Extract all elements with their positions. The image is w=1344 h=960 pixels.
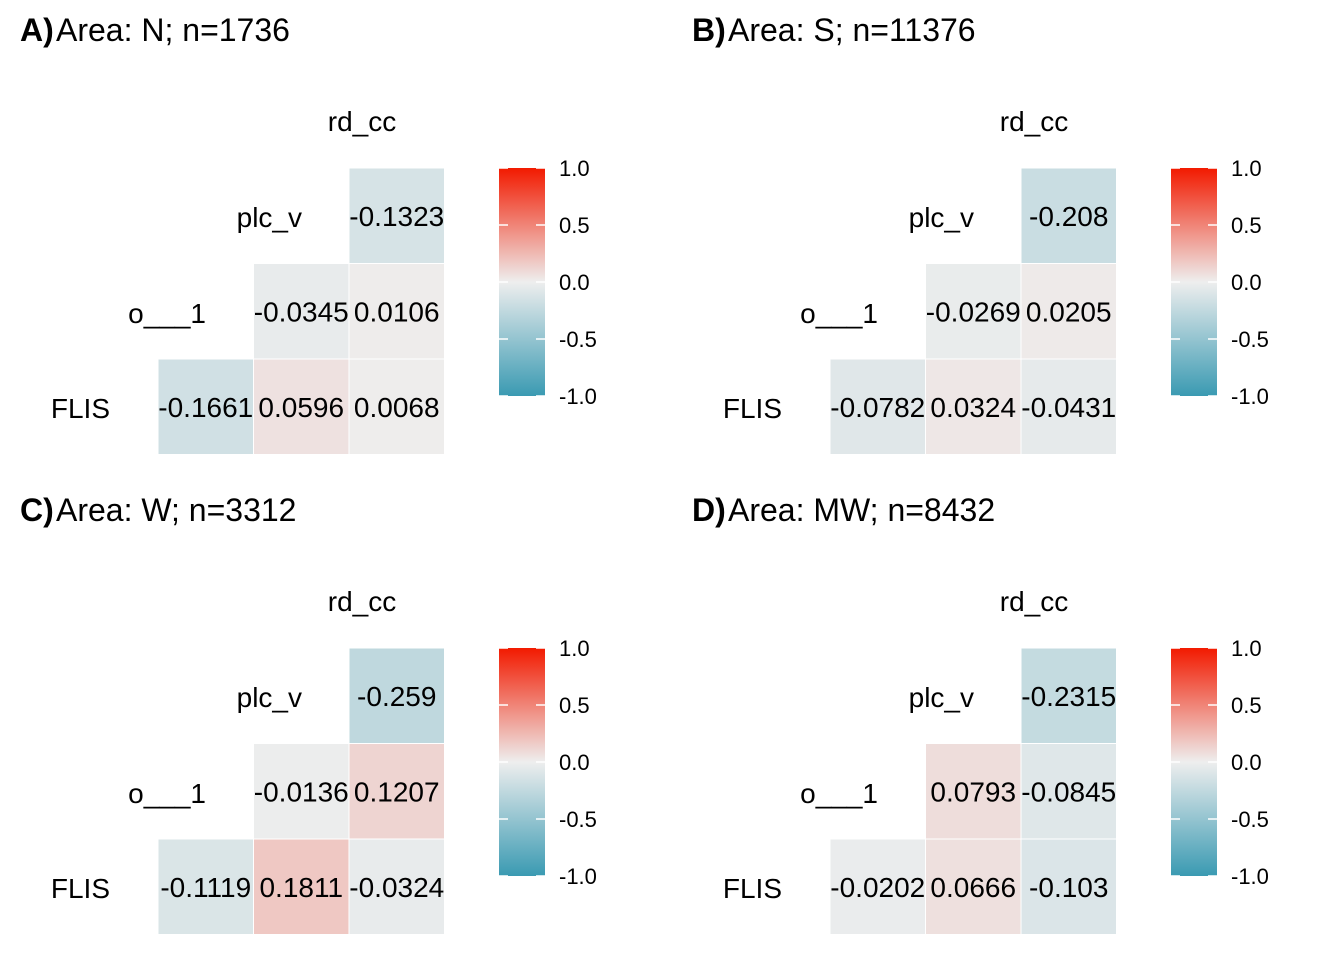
- variable-label-plc-v: plc_v: [909, 202, 974, 233]
- heatmap-cell: [348, 647, 445, 744]
- legend-tick-label: -1.0: [1231, 864, 1269, 889]
- variable-label-rd-cc: rd_cc: [1000, 586, 1068, 617]
- cell-value-label: -0.2315: [1021, 681, 1116, 712]
- cell-value-label: -0.1661: [158, 392, 253, 423]
- heatmap-cell: [1020, 358, 1117, 455]
- legend-tick-label: -1.0: [559, 864, 597, 889]
- cell-value-label: 0.0666: [930, 872, 1016, 903]
- panel-3: C) Area: W; n=3312 FLIS o___1 plc_v rd_cc -0.2…: [20, 492, 597, 935]
- heatmap-cell: [829, 358, 926, 455]
- legend-tick-label: -0.5: [559, 327, 597, 352]
- panel-4: D) Area: MW; n=8432 FLIS o___1 plc_v rd_cc -0.…: [692, 492, 1269, 935]
- legend-tick-label: 0.0: [559, 750, 590, 775]
- cell-value-label: 0.0793: [930, 776, 1016, 807]
- variable-label-rd-cc: rd_cc: [328, 106, 396, 137]
- heatmap-cell: [348, 743, 445, 840]
- cell-value-label: 0.0205: [1026, 296, 1112, 327]
- cell-value-label: -0.259: [357, 681, 436, 712]
- cell-value-label: 0.0106: [354, 296, 440, 327]
- legend-tick-label: 0.0: [1231, 270, 1262, 295]
- heatmap-cell: [253, 743, 350, 840]
- cell-value-label: -0.103: [1029, 872, 1108, 903]
- variable-label-flis: FLIS: [723, 393, 782, 424]
- legend-tick-label: -0.5: [1231, 807, 1269, 832]
- panel-1: A) Area: N; n=1736 FLIS o___1 plc_v rd_cc -0.1…: [20, 12, 597, 455]
- panel-title: Area: S; n=11376: [728, 12, 976, 48]
- cell-value-label: 0.0324: [930, 392, 1016, 423]
- legend-tick-label: -0.5: [1231, 327, 1269, 352]
- heatmap-cell: [1020, 743, 1117, 840]
- heatmap-cell: [157, 358, 254, 455]
- heatmap-cell: [253, 838, 350, 935]
- panel-title: Area: W; n=3312: [56, 492, 296, 528]
- legend-tick-label: 0.0: [559, 270, 590, 295]
- cell-value-label: -0.0431: [1021, 392, 1116, 423]
- cell-value-label: 0.0596: [258, 392, 344, 423]
- panel-title: Area: MW; n=8432: [728, 492, 995, 528]
- legend-tick-label: 0.5: [1231, 213, 1262, 238]
- heatmap-cell: [348, 838, 445, 935]
- variable-label-plc-v: plc_v: [909, 682, 974, 713]
- cell-value-label: -0.208: [1029, 201, 1108, 232]
- heatmap-cell: [348, 167, 445, 264]
- heatmap-cell: [1020, 647, 1117, 744]
- heatmap-cell: [1020, 838, 1117, 935]
- variable-label-plc-v: plc_v: [237, 682, 302, 713]
- heatmap-cell: [348, 263, 445, 360]
- variable-label-o-1: o___1: [128, 298, 206, 329]
- legend-tick-label: 1.0: [559, 156, 590, 181]
- legend-tick-label: 0.5: [1231, 693, 1262, 718]
- cell-value-label: 0.0068: [354, 392, 440, 423]
- cell-value-label: -0.0269: [926, 296, 1021, 327]
- legend-tick-label: -1.0: [1231, 384, 1269, 409]
- legend-tick-label: 1.0: [1231, 156, 1262, 181]
- legend-tick-label: -1.0: [559, 384, 597, 409]
- panel-letter: D): [692, 492, 726, 528]
- legend-tick-label: -0.5: [559, 807, 597, 832]
- heatmap-cell: [253, 263, 350, 360]
- legend-tick-label: 0.5: [559, 693, 590, 718]
- cell-value-label: 0.1207: [354, 776, 440, 807]
- cell-value-label: -0.0324: [349, 872, 444, 903]
- panel-2: B) Area: S; n=11376 FLIS o___1 plc_v rd_cc -0.…: [692, 12, 1269, 455]
- cell-value-label: 0.1811: [259, 872, 343, 903]
- cell-value-label: -0.1119: [160, 872, 251, 903]
- panel-letter: B): [692, 12, 726, 48]
- variable-label-rd-cc: rd_cc: [1000, 106, 1068, 137]
- variable-label-flis: FLIS: [51, 873, 110, 904]
- heatmap-cell: [925, 743, 1022, 840]
- cell-value-label: -0.0782: [830, 392, 925, 423]
- variable-label-o-1: o___1: [800, 778, 878, 809]
- legend-tick-label: 0.5: [559, 213, 590, 238]
- cell-value-label: -0.0845: [1021, 776, 1116, 807]
- cell-value-label: -0.0202: [830, 872, 925, 903]
- variable-label-flis: FLIS: [51, 393, 110, 424]
- heatmap-cell: [829, 838, 926, 935]
- heatmap-cell: [348, 358, 445, 455]
- legend-tick-label: 1.0: [1231, 636, 1262, 661]
- heatmap-cell: [253, 358, 350, 455]
- panel-letter: A): [20, 12, 54, 48]
- cell-value-label: -0.0136: [254, 776, 349, 807]
- variable-label-plc-v: plc_v: [237, 202, 302, 233]
- variable-label-o-1: o___1: [128, 778, 206, 809]
- heatmap-cell: [1020, 263, 1117, 360]
- panel-title: Area: N; n=1736: [56, 12, 290, 48]
- cell-value-label: -0.1323: [349, 201, 444, 232]
- legend-tick-label: 1.0: [559, 636, 590, 661]
- heatmap-cell: [1020, 167, 1117, 264]
- variable-label-rd-cc: rd_cc: [328, 586, 396, 617]
- heatmap-cell: [925, 358, 1022, 455]
- heatmap-cell: [157, 838, 254, 935]
- cell-value-label: -0.0345: [254, 296, 349, 327]
- variable-label-o-1: o___1: [800, 298, 878, 329]
- legend-tick-label: 0.0: [1231, 750, 1262, 775]
- variable-label-flis: FLIS: [723, 873, 782, 904]
- panel-letter: C): [20, 492, 54, 528]
